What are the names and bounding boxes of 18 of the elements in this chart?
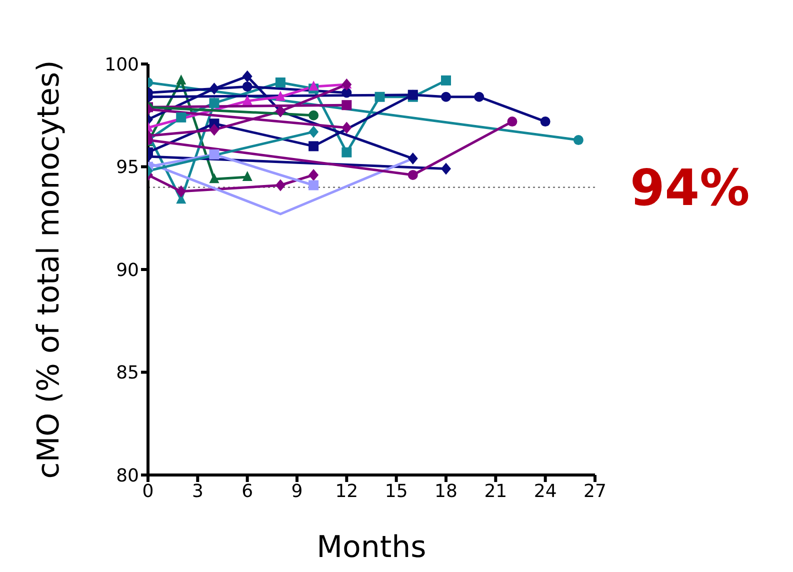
ref-line-label: 94% (630, 159, 750, 218)
x-tick-label: 0 (142, 480, 154, 502)
x-tick-label: 3 (192, 480, 204, 502)
x-tick-label: 6 (242, 480, 254, 502)
x-tick-label: 18 (434, 480, 458, 502)
y-axis-title: cMO (% of total monocytes) (32, 60, 67, 479)
y-tick-label: 95 (116, 157, 139, 178)
y-tick-label: 100 (104, 54, 139, 76)
x-tick-label: 12 (335, 480, 358, 502)
y-tick-label: 85 (116, 362, 139, 384)
x-tick-label: 27 (584, 480, 606, 502)
x-tick-label: 9 (291, 480, 303, 502)
x-tick-label: 24 (534, 480, 557, 502)
x-axis-title: Months (316, 530, 426, 565)
y-tick-label: 90 (116, 260, 139, 281)
y-tick-label: 80 (116, 465, 139, 486)
x-tick-label: 21 (484, 480, 508, 502)
x-tick-label: 15 (384, 480, 408, 502)
